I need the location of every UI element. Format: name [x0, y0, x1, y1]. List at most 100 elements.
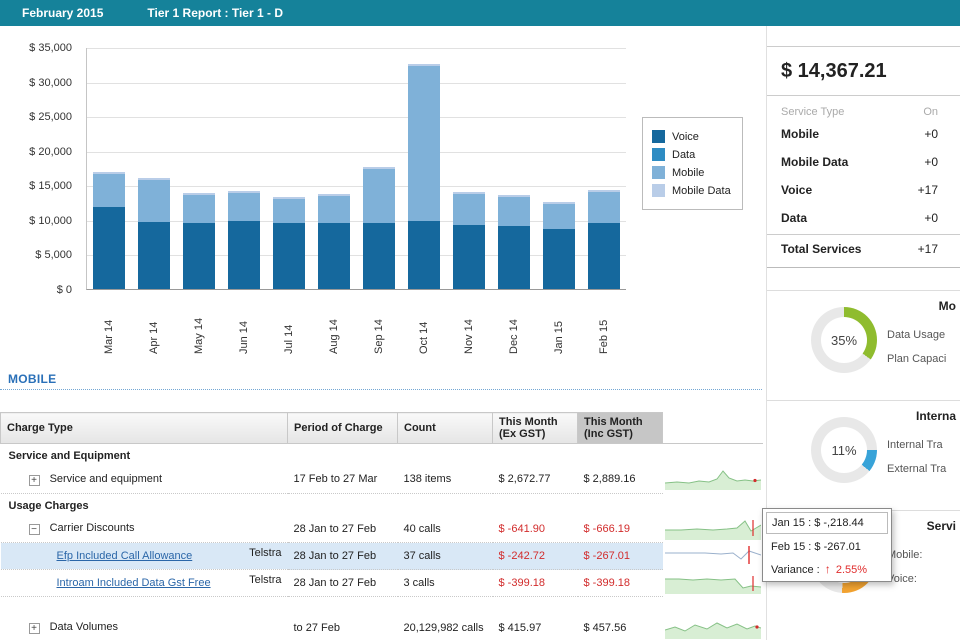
bar-segment-mobile: [273, 199, 306, 223]
bar-dec-14[interactable]: [491, 195, 536, 289]
bar-segment-mobile: [587, 192, 620, 223]
report-title: Tier 1 Report : Tier 1 - D: [147, 6, 283, 20]
bar-sep-14[interactable]: [357, 167, 402, 289]
legend-item-voice[interactable]: Voice: [652, 130, 731, 143]
incgst-cell: $ 457.56: [577, 614, 663, 640]
bar-segment-voice: [183, 223, 216, 289]
tooltip-point-jan: Jan 15 : $ -,218.44: [766, 512, 888, 534]
period-cell: 28 Jan to 27 Feb: [287, 542, 398, 570]
mobile-section: MOBILE Charge Type Period of Charge Coun…: [0, 372, 763, 640]
bar-segment-mobile-data: [183, 192, 216, 195]
chart-legend: Voice Data Mobile Mobile Data: [642, 117, 743, 210]
collapse-icon[interactable]: −: [28, 524, 40, 536]
gridline: [87, 186, 626, 188]
bar-feb-15[interactable]: [581, 190, 626, 289]
bar-segment-mobile: [362, 169, 395, 223]
legend-swatch: [652, 148, 665, 161]
gauge-section-internal: 11% Interna Internal Tra External Tra: [767, 400, 960, 510]
section-label: Service and Equipment: [8, 450, 131, 462]
bar-aug-14[interactable]: [312, 193, 357, 289]
sparkline[interactable]: [664, 615, 761, 639]
bar-segment-mobile-data: [138, 177, 171, 180]
bar-segment-mobile: [138, 179, 171, 222]
bar-segment-mobile-data: [407, 63, 440, 66]
sparkline-hovered[interactable]: [664, 543, 761, 567]
period-cell: 28 Jan to 27 Feb: [287, 569, 398, 597]
gauge-label: Plan Capaci: [887, 353, 947, 365]
summary-row-mobile-data[interactable]: Mobile Data +0: [781, 155, 938, 169]
expand-icon[interactable]: +: [28, 474, 40, 486]
legend-label: Voice: [672, 130, 699, 143]
bar-segment-voice: [138, 221, 171, 289]
gauge-label: Voice:: [887, 573, 917, 585]
bar-jun-14[interactable]: [222, 190, 267, 289]
bar-oct-14[interactable]: [401, 63, 446, 289]
table-row-carrier-discounts[interactable]: − Carrier Discounts 28 Jan to 27 Feb 40 …: [0, 515, 763, 543]
incgst-cell: $ -267.01: [577, 542, 663, 570]
sparkline[interactable]: [664, 570, 761, 594]
bar-segment-mobile-data: [587, 190, 620, 193]
bar-jan-15[interactable]: [536, 201, 581, 289]
x-axis-labels: Mar 14 Apr 14 May 14 Jun 14 Jul 14 Aug 14 Sep …: [86, 296, 626, 354]
bar-jul-14[interactable]: [267, 197, 312, 289]
bar-segment-mobile: [542, 203, 575, 229]
bar-segment-mobile-data: [452, 192, 485, 195]
x-axis-label: Sep 14: [372, 319, 385, 354]
expand-icon[interactable]: +: [28, 623, 40, 635]
bar-segment-voice: [587, 222, 620, 289]
x-axis-label: Apr 14: [147, 321, 160, 354]
x-axis-label: Feb 15: [597, 319, 610, 354]
column-header-period[interactable]: Period of Charge: [287, 412, 398, 444]
x-axis-label: Oct 14: [417, 321, 430, 354]
incgst-cell: $ 2,889.16: [577, 466, 663, 494]
charge-type-link[interactable]: Efp Included Call Allowance: [56, 550, 193, 562]
bar-segment-mobile: [93, 174, 126, 208]
column-header-count[interactable]: Count: [397, 412, 493, 444]
bar-may-14[interactable]: [177, 192, 222, 289]
report-month: February 2015: [22, 6, 104, 20]
bar-nov-14[interactable]: [446, 192, 491, 289]
up-arrow-icon: ↑: [824, 562, 831, 576]
column-header-charge-type[interactable]: Charge Type: [0, 412, 288, 444]
y-axis-label: $ 30,000: [29, 76, 72, 89]
main-content: $ 35,000 $ 30,000 $ 25,000 $ 20,000 $ 15,000…: [0, 26, 763, 640]
bar-mar-14[interactable]: [87, 172, 132, 289]
table-row-introam-included-data-gst-free[interactable]: Introam Included Data Gst Free Telstra 2…: [0, 569, 763, 597]
legend-swatch: [652, 166, 665, 179]
bar-segment-voice: [452, 225, 485, 289]
charge-type-link[interactable]: Introam Included Data Gst Free: [56, 577, 211, 589]
x-axis-label: May 14: [192, 317, 205, 354]
legend-label: Data: [672, 148, 696, 161]
summary-row-data[interactable]: Data +0: [781, 211, 938, 225]
donut-chart-data-usage[interactable]: 35%: [811, 307, 877, 373]
gauge-section-mobile-data: 35% Mo Data Usage Plan Capaci: [767, 290, 960, 400]
summary-row-mobile[interactable]: Mobile +0: [781, 127, 938, 141]
bar-apr-14[interactable]: [132, 177, 177, 289]
legend-item-mobile-data[interactable]: Mobile Data: [652, 184, 731, 197]
period-cell: 17 Feb to 27 Mar: [287, 466, 398, 494]
y-axis-label: $ 20,000: [29, 145, 72, 158]
legend-item-data[interactable]: Data: [652, 148, 731, 161]
x-axis-label: Aug 14: [327, 319, 340, 354]
spacer-row: [1, 597, 763, 615]
donut-percent: 35%: [830, 332, 858, 348]
column-header-exgst[interactable]: This Month (Ex GST): [492, 412, 578, 444]
bar-segment-mobile: [407, 65, 440, 222]
summary-row-voice[interactable]: Voice +17: [781, 183, 938, 197]
donut-chart-internal-traffic[interactable]: 11%: [811, 417, 877, 483]
legend-item-mobile[interactable]: Mobile: [652, 166, 731, 179]
sparkline[interactable]: [664, 516, 761, 540]
column-header-incgst[interactable]: This Month (Inc GST): [577, 412, 663, 444]
carrier-label: Telstra: [249, 574, 282, 586]
count-cell: 37 calls: [397, 542, 493, 570]
bar-segment-mobile-data: [318, 193, 351, 196]
table-row-service-and-equipment[interactable]: + Service and equipment 17 Feb to 27 Mar…: [0, 466, 763, 494]
count-cell: 3 calls: [397, 569, 493, 597]
table-row-efp-included-call-allowance[interactable]: Efp Included Call Allowance Telstra 28 J…: [0, 542, 763, 570]
sparkline[interactable]: [664, 466, 761, 490]
section-divider: [0, 389, 762, 390]
table-row-data-volumes[interactable]: + Data Volumes to 27 Feb 20,129,982 call…: [0, 614, 763, 640]
summary-row-total-services: Total Services +17: [767, 234, 960, 263]
x-axis-label: Dec 14: [507, 319, 520, 354]
section-label: Usage Charges: [8, 499, 89, 512]
